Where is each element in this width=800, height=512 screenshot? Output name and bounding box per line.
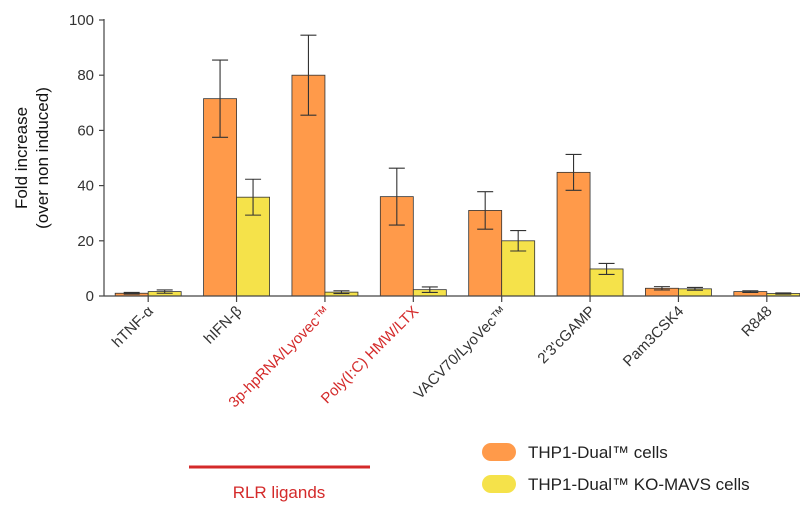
error-bars [123, 34, 792, 295]
rlr-ligands-annotation: RLR ligands [189, 465, 370, 502]
bars [114, 74, 800, 297]
legend-swatch [482, 475, 516, 493]
y-tick-label: 100 [69, 12, 94, 29]
bar-thp1-dual [556, 171, 591, 297]
y-axis-ticks: 0 20 40 60 80 100 [69, 12, 104, 305]
rlr-ligands-label: RLR ligands [233, 483, 326, 502]
y-tick-label: 0 [86, 288, 94, 305]
x-category-label: Pam3CSK4 [620, 303, 687, 370]
legend-label: THP1-Dual™ cells [528, 443, 668, 462]
legend-label: THP1-Dual™ KO-MAVS cells [528, 475, 750, 494]
legend: THP1-Dual™ cells THP1-Dual™ KO-MAVS cells [482, 443, 750, 494]
x-category-label: hIFN-β [201, 303, 246, 348]
x-category-label: VACV70/LyoVec™ [411, 303, 511, 403]
y-axis-title-line1: Fold increase [12, 107, 31, 209]
x-category-label: R848 [738, 303, 775, 340]
y-tick-label: 40 [77, 178, 94, 195]
axes [103, 19, 800, 302]
y-axis-title-line2: (over non induced) [33, 87, 52, 229]
y-tick-label: 20 [77, 233, 94, 250]
x-category-label: hTNF-α [109, 303, 157, 351]
x-category-label: Poly(I:C) HMW/LTX [318, 303, 422, 407]
x-category-label: 2'3'cGAMP [534, 303, 598, 367]
y-tick-label: 60 [77, 122, 94, 139]
y-tick-label: 80 [77, 67, 94, 84]
legend-swatch [482, 443, 516, 461]
